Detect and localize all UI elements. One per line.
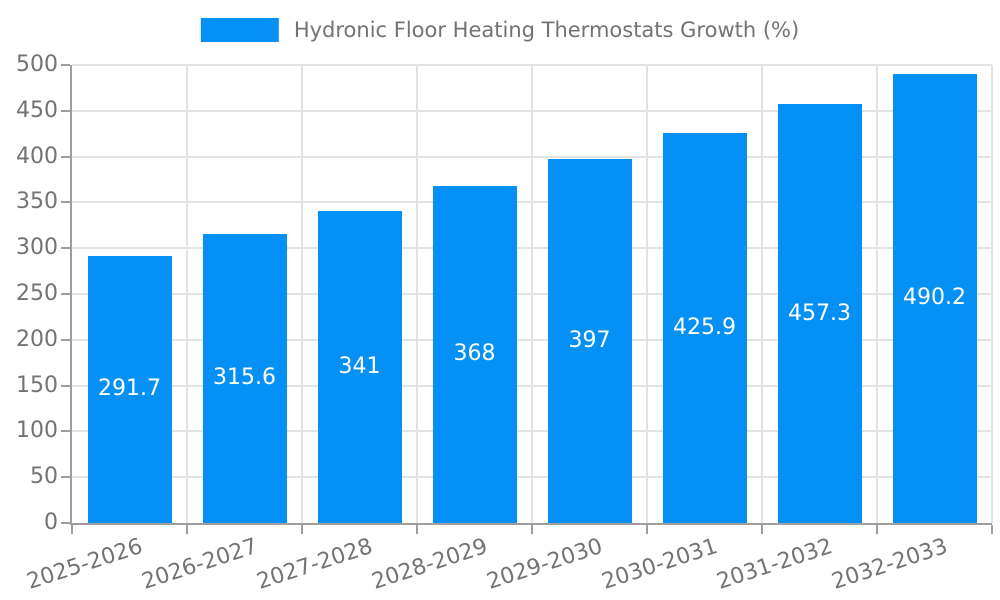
bar[interactable] xyxy=(202,233,287,523)
bar-value-label: 425.9 xyxy=(673,314,736,340)
bar-value-label: 490.2 xyxy=(903,285,966,311)
x-gridline xyxy=(186,65,188,523)
y-axis-tick xyxy=(61,430,70,433)
legend-label: Hydronic Floor Heating Thermostats Growt… xyxy=(293,18,800,42)
y-tick-label: 300 xyxy=(16,235,58,261)
bar[interactable] xyxy=(892,73,977,523)
bar-value-label: 397 xyxy=(568,328,611,354)
x-axis-line xyxy=(70,523,992,525)
y-tick-label: 350 xyxy=(16,189,58,215)
x-gridline xyxy=(531,65,533,523)
legend-swatch xyxy=(200,18,279,42)
y-tick-label: 250 xyxy=(16,281,58,306)
x-tick-label: 2031-2032 xyxy=(713,534,836,595)
y-tick-label: 100 xyxy=(16,418,58,444)
y-tick-label: 450 xyxy=(16,97,58,123)
x-axis-tick xyxy=(301,525,303,534)
x-axis-tick xyxy=(186,525,188,534)
x-gridline xyxy=(991,65,993,523)
bar-value-label: 457.3 xyxy=(788,300,851,326)
y-axis-tick xyxy=(61,522,70,524)
y-tick-label: 200 xyxy=(16,326,58,352)
x-tick-label: 2030-2031 xyxy=(598,534,721,595)
bar[interactable] xyxy=(87,255,172,523)
bar[interactable] xyxy=(547,159,632,523)
y-tick-label: 500 xyxy=(16,52,58,77)
bar-value-label: 291.7 xyxy=(98,376,161,402)
y-axis-tick xyxy=(61,109,70,112)
x-axis-tick xyxy=(761,525,763,534)
x-tick-label: 2027-2028 xyxy=(253,534,376,595)
x-tick-label: 2028-2029 xyxy=(368,534,491,595)
x-gridline xyxy=(416,65,418,523)
y-axis-tick xyxy=(61,384,70,387)
bar-value-label: 315.6 xyxy=(213,365,276,391)
x-gridline xyxy=(646,65,648,523)
x-tick-label: 2025-2026 xyxy=(23,534,146,595)
y-axis-tick xyxy=(61,247,70,250)
y-axis-tick xyxy=(61,201,70,204)
x-gridline xyxy=(761,65,763,523)
bar-value-label: 341 xyxy=(338,353,381,379)
y-axis-tick xyxy=(61,155,70,158)
x-axis-tick xyxy=(646,525,648,534)
bar[interactable] xyxy=(777,104,862,523)
y-axis-tick xyxy=(61,476,70,479)
y-tick-label: 400 xyxy=(16,143,58,169)
x-tick-label: 2032-2033 xyxy=(828,534,951,595)
x-axis-tick xyxy=(991,525,993,534)
x-gridline xyxy=(876,65,878,523)
bar[interactable] xyxy=(317,210,402,523)
y-tick-label: 50 xyxy=(30,464,58,490)
x-gridline xyxy=(301,65,303,523)
x-axis-tick xyxy=(876,525,878,534)
x-tick-label: 2026-2027 xyxy=(138,534,261,595)
y-axis-line xyxy=(70,65,72,525)
x-axis-tick xyxy=(416,525,418,534)
x-axis-tick xyxy=(531,525,533,534)
x-tick-label: 2029-2030 xyxy=(483,534,606,595)
bar[interactable] xyxy=(432,185,517,523)
y-axis-tick xyxy=(61,64,70,66)
bar-value-label: 368 xyxy=(453,341,496,367)
legend-item[interactable]: Hydronic Floor Heating Thermostats Growt… xyxy=(200,16,800,44)
bar[interactable] xyxy=(662,132,747,523)
y-axis-tick xyxy=(61,293,70,295)
x-axis-tick xyxy=(71,525,73,534)
y-axis-tick xyxy=(61,338,70,341)
y-tick-label: 0 xyxy=(44,510,58,535)
y-tick-label: 150 xyxy=(16,372,58,398)
